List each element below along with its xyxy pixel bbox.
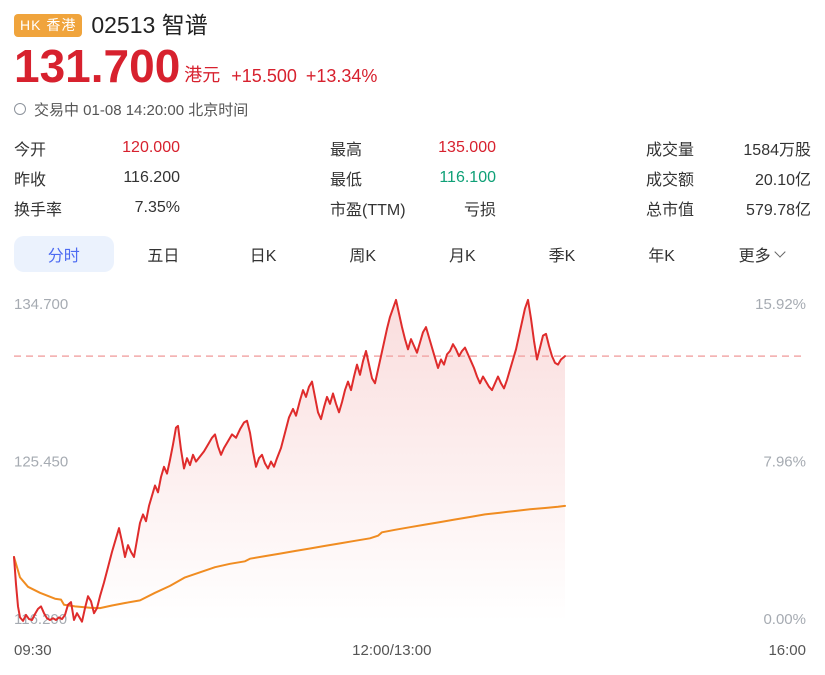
tab-weekly-k[interactable]: 周K	[313, 236, 413, 272]
stat-row: 昨收 116.200	[14, 163, 180, 193]
x-axis-time-label: 09:30	[14, 642, 52, 659]
tab-label: 日K	[249, 247, 277, 265]
stat-label: 最低	[330, 171, 363, 189]
intraday-chart[interactable]: 134.700125.450116.20015.92%7.96%0.00%09:…	[0, 285, 825, 675]
stat-value: 亏损	[463, 201, 496, 219]
price-row: 131.700 港元 +15.500 +13.34%	[0, 38, 825, 89]
tab-label: 周K	[349, 247, 377, 265]
stat-label: 今开	[14, 141, 47, 159]
stat-label: 成交额	[646, 171, 695, 189]
page-title: 02513 智谱	[91, 12, 208, 38]
trading-status-icon	[14, 103, 26, 116]
y-axis-percent-label: 7.96%	[763, 453, 806, 470]
stats-grid: 今开 120.000 昨收 116.200 换手率 7.35% 最高 135.000 最低 116…	[14, 133, 811, 223]
price-change-percent: +13.34%	[305, 65, 378, 86]
trading-status-row: 交易中 01-08 14:20:00 北京时间	[0, 89, 825, 120]
tab-quarterly-k[interactable]: 季K	[512, 236, 612, 272]
stat-row: 换手率 7.35%	[14, 193, 180, 223]
stat-label: 市盈(TTM)	[330, 201, 406, 219]
chevron-down-icon	[774, 246, 786, 258]
tab-daily-k[interactable]: 日K	[213, 236, 313, 272]
chart-tabs: 分时 五日 日K 周K 月K 季K 年K 更多	[14, 235, 811, 272]
tab-minute[interactable]: 分时	[14, 235, 114, 272]
average-price-line	[13, 504, 566, 610]
stat-row: 成交量 1584万股	[646, 133, 811, 163]
stat-value: 120.000	[122, 138, 180, 156]
tab-label: 分时	[47, 247, 80, 265]
intraday-chart-canvas[interactable]: 134.700125.450116.20015.92%7.96%0.00%09:…	[0, 285, 825, 675]
stat-value: 20.10亿	[754, 171, 811, 189]
trading-status-text: 交易中 01-08 14:20:00 北京时间	[34, 101, 249, 119]
stats-column-2: 最高 135.000 最低 116.100 市盈(TTM) 亏损	[330, 133, 496, 223]
tab-label: 更多	[738, 247, 771, 265]
price-area-fill	[14, 299, 565, 622]
price-change: +15.500	[231, 65, 297, 86]
stat-label: 成交量	[646, 141, 695, 159]
stats-column-3: 成交量 1584万股成交额 20.10亿总市值 579.78亿	[646, 133, 811, 223]
tab-five-day[interactable]: 五日	[114, 236, 214, 272]
stat-row: 最低 116.100	[330, 163, 496, 193]
stat-label: 总市值	[646, 201, 695, 219]
stat-value: 7.35%	[134, 198, 180, 216]
tab-label: 月K	[448, 247, 476, 265]
stats-column-1: 今开 120.000 昨收 116.200 换手率 7.35%	[14, 133, 180, 223]
stat-row: 成交额 20.10亿	[646, 163, 811, 193]
tab-label: 季K	[548, 247, 576, 265]
currency-label: 港元	[184, 64, 221, 85]
price-line	[13, 298, 566, 623]
tab-label: 五日	[147, 247, 180, 265]
stat-value: 116.200	[123, 168, 180, 186]
stat-value: 579.78亿	[746, 201, 811, 219]
stat-label: 昨收	[14, 171, 47, 189]
stat-value: 1584万股	[743, 141, 811, 159]
stat-label: 最高	[330, 141, 363, 159]
stat-value: 116.100	[439, 168, 496, 186]
y-axis-price-label: 134.700	[14, 296, 68, 313]
stat-value: 135.000	[438, 138, 496, 156]
y-axis-percent-label: 0.00%	[763, 611, 806, 628]
tab-yearly-k[interactable]: 年K	[612, 236, 712, 272]
tab-more[interactable]: 更多	[711, 236, 811, 272]
stat-row: 今开 120.000	[14, 133, 180, 163]
market-badge: HK 香港	[14, 14, 83, 38]
stat-row: 最高 135.000	[330, 133, 496, 163]
tab-monthly-k[interactable]: 月K	[413, 236, 513, 272]
stat-row: 总市值 579.78亿	[646, 193, 811, 223]
stat-label: 换手率	[14, 201, 63, 219]
y-axis-price-label: 125.450	[14, 453, 68, 470]
title-row: HK 香港 02513 智谱	[0, 0, 825, 38]
x-axis-time-label: 16:00	[768, 642, 806, 659]
current-price: 131.700	[14, 40, 181, 93]
stat-row: 市盈(TTM) 亏损	[330, 193, 496, 223]
x-axis-time-label: 12:00/13:00	[352, 642, 431, 659]
tab-label: 年K	[648, 247, 675, 265]
y-axis-percent-label: 15.92%	[755, 296, 806, 313]
